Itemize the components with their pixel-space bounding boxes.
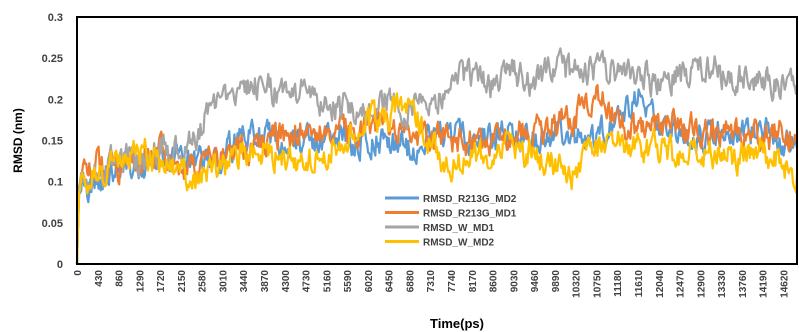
y-tick-label: 0.2 bbox=[48, 94, 63, 106]
x-tick-label: 10320 bbox=[572, 270, 583, 298]
legend-label: RMSD_W_MD1 bbox=[423, 223, 495, 234]
series-line-2 bbox=[75, 47, 799, 265]
x-tick-label: 5160 bbox=[322, 270, 333, 293]
x-tick-label: 6880 bbox=[405, 270, 416, 293]
x-tick-label: 6450 bbox=[385, 270, 396, 293]
x-tick-label: 1290 bbox=[135, 270, 146, 293]
y-tick-label: 0.05 bbox=[42, 218, 63, 230]
x-tick-label: 9460 bbox=[530, 270, 541, 293]
legend-label: RMSD_R213G_MD2 bbox=[423, 194, 517, 205]
x-tick-label: 8600 bbox=[489, 270, 500, 293]
x-tick-label: 860 bbox=[115, 270, 126, 287]
x-tick-label: 14190 bbox=[759, 270, 770, 298]
x-tick-label: 10750 bbox=[592, 270, 603, 298]
x-tick-label: 8170 bbox=[468, 270, 479, 293]
legend: RMSD_R213G_MD2 RMSD_R213G_MD1 RMSD_W_MD1 RM… bbox=[385, 194, 517, 249]
plot-area-frame bbox=[76, 16, 798, 265]
x-tick-label: 3870 bbox=[260, 270, 271, 293]
x-tick-label: 13760 bbox=[738, 270, 749, 298]
x-tick-label: 4300 bbox=[281, 270, 292, 293]
x-tick-label: 2150 bbox=[177, 270, 188, 293]
x-tick-label: 430 bbox=[94, 270, 105, 287]
y-tick-label: 0.3 bbox=[48, 12, 63, 24]
legend-label: RMSD_R213G_MD1 bbox=[423, 209, 517, 220]
series-line-3 bbox=[75, 92, 799, 265]
x-tick-label: 7740 bbox=[447, 270, 458, 293]
x-tick-label: 9890 bbox=[551, 270, 562, 293]
y-tick-label: 0.25 bbox=[42, 53, 63, 65]
x-tick-label: 1720 bbox=[156, 270, 167, 293]
x-tick-label: 2580 bbox=[198, 270, 209, 293]
y-axis-title: RMSD (nm) bbox=[11, 108, 25, 173]
x-tick-label: 12040 bbox=[655, 270, 666, 298]
x-tick-label: 12470 bbox=[676, 270, 687, 298]
x-tick-label: 11610 bbox=[634, 270, 645, 298]
x-tick-label: 3010 bbox=[218, 270, 229, 293]
x-tick-label: 3440 bbox=[239, 270, 250, 293]
x-tick-label: 7310 bbox=[426, 270, 437, 293]
x-axis-title: Time(ps) bbox=[430, 316, 484, 331]
legend-label: RMSD_W_MD2 bbox=[423, 238, 495, 249]
y-axis-ticks: 0 0.05 0.1 0.15 0.2 0.25 0.3 bbox=[42, 12, 63, 271]
series-lines bbox=[75, 47, 799, 265]
x-tick-label: 12900 bbox=[696, 270, 707, 298]
y-tick-label: 0.1 bbox=[48, 177, 63, 189]
x-axis-ticks: 0 430 860 1290 1720 2150 2580 3010 3440 3870 4300 4… bbox=[73, 270, 790, 298]
x-tick-label: 9030 bbox=[509, 270, 520, 293]
y-tick-label: 0.15 bbox=[42, 136, 63, 148]
x-tick-label: 4730 bbox=[302, 270, 313, 293]
x-tick-label: 6020 bbox=[364, 270, 375, 293]
x-tick-label: 13330 bbox=[717, 270, 728, 298]
x-tick-label: 11180 bbox=[613, 270, 624, 297]
y-tick-label: 0 bbox=[57, 259, 63, 271]
x-tick-label: 5590 bbox=[343, 270, 354, 293]
x-tick-label: 14620 bbox=[779, 270, 790, 298]
x-tick-label: 0 bbox=[73, 270, 84, 276]
